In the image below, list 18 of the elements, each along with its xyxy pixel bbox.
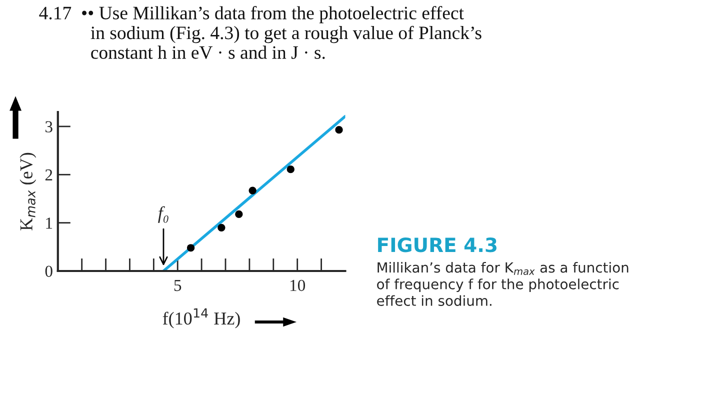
- x-tick-label: 5: [174, 280, 182, 292]
- point: [186, 244, 195, 252]
- x-axis-title: f(10$^{14}$ Hz): [162, 308, 240, 328]
- point: [218, 224, 226, 232]
- point: [248, 186, 256, 194]
- y-tick-label: 1: [46, 218, 52, 229]
- y-tick-label: 0: [45, 266, 52, 277]
- point: [235, 210, 243, 218]
- y-axis-title: K$_{max}$ (eV): [20, 152, 36, 230]
- text: Millikan’s data for K$_{max}$ as a function of frequency f for the photoelectric effect in sodium.: [377, 262, 628, 306]
- point: [286, 166, 294, 174]
- y-tick-label: 3: [45, 121, 52, 132]
- caption: FIGURE 4.3: [378, 238, 496, 252]
- x-tick-label: 10: [290, 280, 306, 292]
- chart-title: 4.17 •• Use Millikan’s data from the photoelectric effect in sodium (Fig. 4.3) to get a rough value of Planck’s constant h in eV · s and in J · s.: [39, 6, 482, 59]
- point: [335, 126, 343, 134]
- y-tick-label: 2: [45, 169, 52, 180]
- annotation: f₀: [158, 206, 168, 223]
